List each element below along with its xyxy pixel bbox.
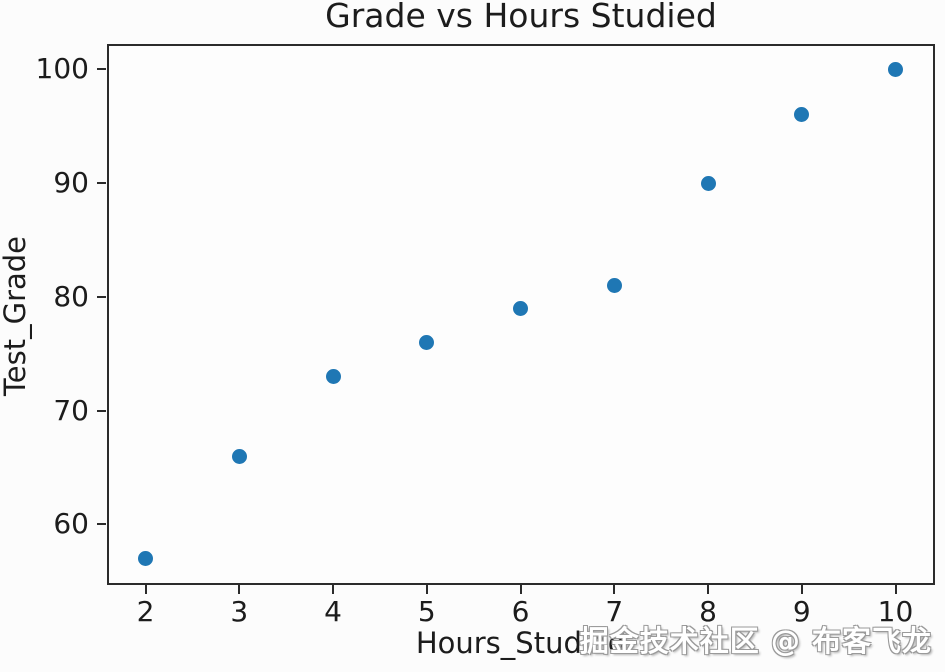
x-tick-label: 9 <box>792 595 811 628</box>
y-tick-label: 60 <box>53 507 89 541</box>
x-tick-mark <box>894 585 897 594</box>
x-axis-label: Hours_Studied <box>415 626 627 660</box>
y-axis-label: Test_Grade <box>0 235 32 397</box>
y-tick-mark <box>97 295 106 298</box>
data-point <box>419 334 435 350</box>
x-tick-label: 3 <box>230 595 249 628</box>
chart-title: Grade vs Hours Studied <box>325 0 717 35</box>
x-tick-mark <box>238 585 241 594</box>
x-tick-mark <box>332 585 334 594</box>
y-tick-label: 70 <box>53 393 89 427</box>
y-tick-mark <box>97 523 106 526</box>
y-tick-label: 80 <box>53 279 89 313</box>
data-point <box>138 551 153 567</box>
data-point <box>700 175 716 191</box>
x-tick-label: 8 <box>699 595 717 628</box>
x-tick-mark <box>144 585 147 594</box>
x-tick-label: 6 <box>511 595 530 628</box>
x-tick-mark <box>800 585 803 594</box>
y-tick-label: 100 <box>35 52 89 86</box>
data-point <box>231 448 247 464</box>
x-tick-mark <box>613 585 616 594</box>
x-tick-label: 7 <box>605 595 624 628</box>
data-point <box>794 107 810 123</box>
data-point <box>513 300 528 316</box>
x-tick-label: 5 <box>417 595 436 628</box>
y-tick-mark <box>97 182 106 185</box>
data-point <box>888 61 903 77</box>
data-point <box>606 278 622 294</box>
x-tick-mark <box>425 585 428 594</box>
y-tick-mark <box>97 68 106 71</box>
x-tick-label: 4 <box>324 595 342 628</box>
y-tick-mark <box>97 409 106 412</box>
watermark: 掘金技术社区 @ 布客飞龙 <box>579 624 932 658</box>
x-tick-mark <box>519 585 522 594</box>
x-tick-mark <box>707 585 709 594</box>
x-tick-label: 10 <box>877 595 914 628</box>
x-tick-label: 2 <box>136 595 155 628</box>
y-tick-label: 90 <box>53 166 89 200</box>
data-point <box>325 369 341 385</box>
